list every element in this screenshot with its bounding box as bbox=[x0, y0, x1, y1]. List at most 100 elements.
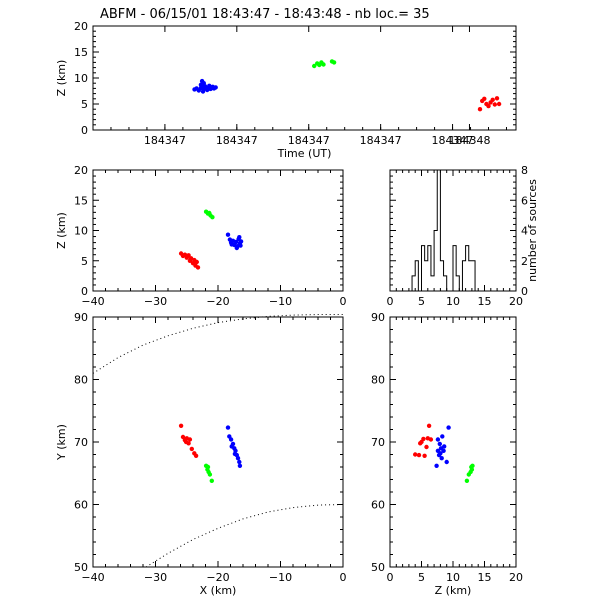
time_height-point-red bbox=[482, 96, 487, 102]
x_y-xtick-label: −30 bbox=[144, 571, 167, 584]
x_y-ytick-label: 70 bbox=[74, 436, 88, 449]
z_y-xtick-label: 5 bbox=[418, 571, 425, 584]
time_height-xtick-label: 184348 bbox=[448, 134, 490, 147]
x_z-ytick-label: 0 bbox=[81, 285, 88, 298]
time_height-xtick-label: 184347 bbox=[216, 134, 258, 147]
time_height-xtick-label: 184347 bbox=[144, 134, 186, 147]
x_z-ytick-label: 5 bbox=[81, 255, 88, 268]
z_y-point-red bbox=[413, 452, 418, 457]
x_z-xtick-label: −10 bbox=[269, 295, 292, 308]
z_y-point-red bbox=[428, 437, 434, 442]
x_y-point-blue bbox=[225, 425, 231, 430]
x_y-point-red bbox=[178, 423, 184, 428]
x_y-point-blue bbox=[228, 437, 234, 442]
x_y-ytick-label: 60 bbox=[74, 499, 88, 512]
time_height-point-blue bbox=[213, 85, 218, 90]
histogram-xtick-label: 15 bbox=[478, 295, 492, 308]
time_height-point-green bbox=[312, 63, 317, 69]
z_y-point-red bbox=[426, 423, 432, 428]
z_y-point-green bbox=[469, 464, 474, 470]
time_height-point-red bbox=[486, 103, 491, 109]
x_z-point-blue bbox=[229, 242, 234, 247]
z_y-xtick-label: 10 bbox=[446, 571, 460, 584]
z_y-point-blue bbox=[434, 463, 439, 468]
time_height-point-red bbox=[496, 101, 502, 107]
histogram-ylabel: number of sources bbox=[526, 179, 539, 282]
x_y-point-green bbox=[205, 464, 211, 470]
x_y-ytick-label: 80 bbox=[74, 374, 88, 387]
z_y-point-blue bbox=[441, 448, 446, 453]
time_height-xlabel: Time (UT) bbox=[277, 147, 332, 160]
time_height-ytick-label: 15 bbox=[74, 46, 88, 59]
x_y-point-red bbox=[187, 437, 193, 442]
histogram-xtick-label: 5 bbox=[418, 295, 425, 308]
x_y-point-blue bbox=[237, 459, 242, 465]
z_y-ytick-label: 50 bbox=[371, 561, 385, 574]
time_height-point-blue bbox=[200, 89, 206, 94]
z_y-point-red bbox=[421, 436, 426, 442]
histogram-bar bbox=[425, 261, 428, 291]
z_y-ytick-label: 70 bbox=[371, 436, 385, 449]
x_z-ytick-label: 15 bbox=[74, 194, 88, 207]
z_y-point-red bbox=[424, 444, 429, 450]
x_z-frame bbox=[92, 169, 344, 292]
x_y-xtick-label: 0 bbox=[340, 571, 347, 584]
x_y-point-green bbox=[207, 472, 213, 477]
z_y-ytick-label: 60 bbox=[371, 499, 385, 512]
x_y-ytick-label: 50 bbox=[74, 561, 88, 574]
x_y-point-red bbox=[189, 446, 194, 452]
histogram-xtick-label: 10 bbox=[446, 295, 460, 308]
x_y-ytick-label: 90 bbox=[74, 311, 88, 324]
x_z-point-blue bbox=[234, 245, 239, 251]
time_height-point-green bbox=[331, 60, 337, 65]
x_y-xtick-label: −20 bbox=[206, 571, 229, 584]
x_y-point-blue bbox=[229, 444, 234, 449]
time_height-point-red bbox=[494, 96, 500, 101]
x_z-point-green bbox=[207, 210, 212, 216]
x_z-point-red bbox=[188, 256, 194, 261]
x_z-xtick-label: −40 bbox=[81, 295, 104, 308]
x_z-point-red bbox=[194, 259, 199, 265]
z_y-point-blue bbox=[442, 444, 447, 449]
z_y-point-red bbox=[422, 453, 427, 458]
x_z-point-green bbox=[210, 215, 215, 220]
x_z-point-red bbox=[195, 265, 201, 270]
x_y-ylabel: Y (km) bbox=[55, 424, 68, 461]
z_y-frame bbox=[389, 316, 517, 568]
x_y-xtick-label: −10 bbox=[269, 571, 292, 584]
z_y-ytick-label: 80 bbox=[371, 374, 385, 387]
x_y-frame bbox=[92, 316, 344, 568]
x_y-point-red bbox=[183, 439, 189, 445]
x_y-xtick-label: −40 bbox=[81, 571, 104, 584]
time_height-ylabel: Z (km) bbox=[55, 60, 68, 97]
x_z-xtick-label: 0 bbox=[340, 295, 347, 308]
z_y-xtick-label: 20 bbox=[509, 571, 523, 584]
z_y-point-blue bbox=[436, 452, 442, 458]
z_y-xlabel: Z (km) bbox=[435, 584, 472, 597]
time_height-point-red bbox=[492, 102, 497, 107]
time_height-ytick-label: 5 bbox=[81, 98, 88, 111]
figure-title: ABFM - 06/15/01 18:43:47 - 18:43:48 - nb… bbox=[100, 7, 430, 22]
time_height-ytick-label: 10 bbox=[74, 72, 88, 85]
z_y-point-blue bbox=[439, 456, 444, 461]
x_y-point-blue bbox=[232, 451, 238, 457]
histogram-ytick-label: 4 bbox=[521, 225, 528, 238]
x_y-point-blue bbox=[237, 463, 243, 468]
z_y-point-blue bbox=[437, 441, 442, 447]
x_z-ytick-label: 10 bbox=[74, 225, 88, 238]
z_y-point-blue bbox=[440, 434, 445, 439]
time_height-ytick-label: 20 bbox=[74, 20, 88, 33]
x_z-ytick-label: 20 bbox=[74, 164, 88, 177]
x_z-point-blue bbox=[233, 239, 239, 245]
time_height-xtick-label: 184347 bbox=[432, 134, 474, 147]
histogram-bar bbox=[469, 261, 472, 291]
time_height-xtick-label: 184347 bbox=[360, 134, 402, 147]
x_y-point-green bbox=[209, 478, 214, 483]
z_y-xtick-label: 15 bbox=[478, 571, 492, 584]
range-ring-1 bbox=[145, 504, 344, 568]
time_height-xtick-label: 184347 bbox=[288, 134, 330, 147]
histogram-ytick-label: 6 bbox=[521, 194, 528, 207]
z_y-point-red bbox=[418, 441, 423, 446]
histogram-xtick-label: 0 bbox=[387, 295, 394, 308]
